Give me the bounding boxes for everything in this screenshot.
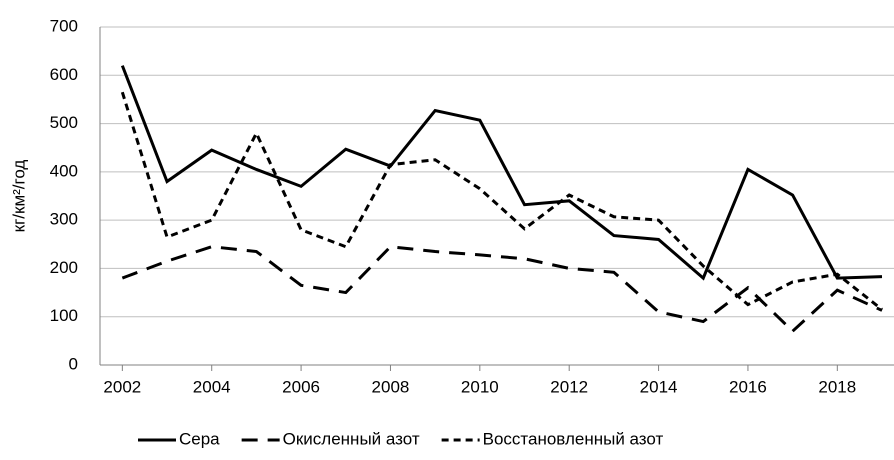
series-line bbox=[120, 65, 883, 281]
x-tick-label: 2014 bbox=[640, 377, 678, 396]
y-tick-label: 700 bbox=[50, 16, 78, 35]
x-tick-label: 2018 bbox=[818, 377, 856, 396]
legend-label: Восстановленный азот bbox=[483, 429, 664, 448]
y-tick-label: 0 bbox=[69, 354, 78, 373]
x-tick-label: 2004 bbox=[193, 377, 231, 396]
x-tick-label: 2008 bbox=[372, 377, 410, 396]
x-tick-label: 2012 bbox=[550, 377, 588, 396]
x-tick-label: 2016 bbox=[729, 377, 767, 396]
y-axis-label: кг/км²/год bbox=[9, 160, 28, 233]
y-tick-label: 600 bbox=[50, 65, 78, 84]
y-tick-label: 300 bbox=[50, 210, 78, 229]
y-tick-label: 100 bbox=[50, 306, 78, 325]
x-tick-label: 2006 bbox=[282, 377, 320, 396]
x-tick-label: 2002 bbox=[103, 377, 141, 396]
y-tick-label: 500 bbox=[50, 113, 78, 132]
y-tick-label: 400 bbox=[50, 161, 78, 180]
y-tick-label: 200 bbox=[50, 258, 78, 277]
legend-label: Сера bbox=[179, 429, 220, 448]
series-line bbox=[121, 245, 883, 334]
x-tick-label: 2010 bbox=[461, 377, 499, 396]
series-line bbox=[120, 91, 883, 311]
legend-label: Окисленный азот bbox=[283, 429, 420, 448]
